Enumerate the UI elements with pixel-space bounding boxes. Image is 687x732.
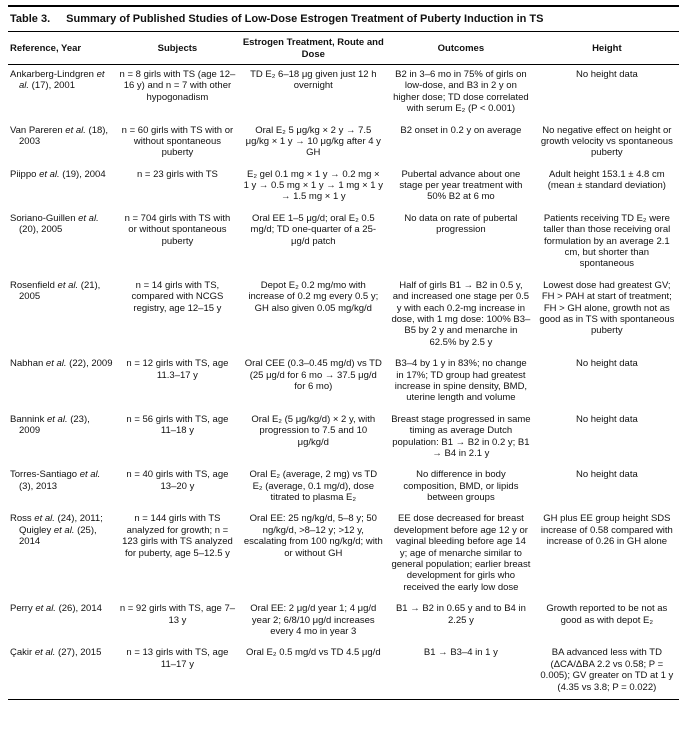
outcomes-cell: EE dose decreased for breast development… <box>391 513 531 593</box>
treatment-cell: Oral EE: 2 μg/d year 1; 4 μg/d year 2; 6… <box>250 603 377 637</box>
table-body: Ankarberg-Lindgren et al. (17), 2001 n =… <box>8 64 679 699</box>
treatment-cell: Oral CEE (0.3–0.45 mg/d) vs TD (25 μg/d … <box>244 358 382 392</box>
table-row: Ross et al. (24), 2011; Quigley et al. (… <box>8 509 679 599</box>
height-cell: No negative effect on height or growth v… <box>540 124 673 159</box>
reference-cell: Ankarberg-Lindgren et al. (17), 2001 <box>10 68 105 92</box>
reference-cell: Torres-Santiago et al. (3), 2013 <box>10 469 101 492</box>
column-header-outcomes: Outcomes <box>387 32 535 65</box>
treatment-cell: Oral EE 1–5 μg/d; oral E₂ 0.5 mg/d; TD o… <box>250 212 377 247</box>
outcomes-cell: Pubertal advance about one stage per yea… <box>399 168 523 203</box>
table-row: Nabhan et al. (22), 2009 n = 12 girls wi… <box>8 354 679 410</box>
outcomes-cell: B2 in 3–6 mo in 75% of girls on low-dose… <box>393 68 529 115</box>
subjects-cell: n = 13 girls with TS, age 11–17 y <box>126 647 229 670</box>
outcomes-cell: No difference in body composition, BMD, … <box>403 469 519 504</box>
outcomes-cell: Breast stage progressed in same timing a… <box>391 413 531 459</box>
subjects-cell: n = 144 girls with TS analyzed for growt… <box>122 513 233 559</box>
subjects-cell: n = 704 girls with TS with or without sp… <box>124 212 231 247</box>
treatment-cell: Depot E₂ 0.2 mg/mo with increase of 0.2 … <box>248 279 379 314</box>
height-cell: Growth reported to be not as good as wit… <box>546 603 668 626</box>
reference-cell: Van Pareren et al. (18), 2003 <box>10 124 109 147</box>
subjects-cell: n = 8 girls with TS (age 12–16 y) and n … <box>119 68 236 103</box>
subjects-cell: n = 56 girls with TS, age 11–18 y <box>126 413 229 437</box>
table-row: Perry et al. (26), 2014 n = 92 girls wit… <box>8 599 679 643</box>
subjects-cell: n = 12 girls with TS, age 11.3–17 y <box>126 358 229 381</box>
subjects-cell: n = 14 girls with TS, compared with NCGS… <box>131 279 224 314</box>
treatment-cell: E₂ gel 0.1 mg × 1 y → 0.2 mg × 1 y → 0.5… <box>243 168 383 203</box>
table-caption: Summary of Published Studies of Low-Dose… <box>66 13 544 25</box>
height-cell: GH plus EE group height SDS increase of … <box>540 513 673 548</box>
table-row: Van Pareren et al. (18), 2003 n = 60 gir… <box>8 121 679 165</box>
table-row: Piippo et al. (19), 2004 n = 23 girls wi… <box>8 165 679 209</box>
treatment-cell: TD E₂ 6–18 μg given just 12 h overnight <box>250 68 377 92</box>
reference-cell: Perry et al. (26), 2014 <box>10 603 102 615</box>
treatment-cell: Oral EE: 25 ng/kg/d, 5–8 y; 50 ng/kg/d, … <box>243 513 383 559</box>
reference-cell: Bannink et al. (23), 2009 <box>10 413 90 437</box>
column-header-estrogen-treatment: Estrogen Treatment, Route and Dose <box>239 32 388 65</box>
height-cell: No height data <box>575 68 638 80</box>
height-cell: No height data <box>575 469 638 481</box>
table-row: Ankarberg-Lindgren et al. (17), 2001 n =… <box>8 64 679 120</box>
outcomes-cell: B1 → B3–4 in 1 y <box>423 647 498 659</box>
reference-cell: Soriano-Guillen et al. (20), 2005 <box>10 212 99 236</box>
column-header-height: Height <box>534 32 679 65</box>
reference-cell: Rosenfield et al. (21), 2005 <box>10 279 101 303</box>
subjects-cell: n = 60 girls with TS with or without spo… <box>121 124 234 159</box>
height-cell: Adult height 153.1 ± 4.8 cm (mean ± stan… <box>547 168 666 192</box>
treatment-cell: Oral E₂ 0.5 mg/d vs TD 4.5 μg/d <box>245 647 381 659</box>
reference-cell: Ross et al. (24), 2011; Quigley et al. (… <box>10 513 103 548</box>
column-header-reference-year: Reference, Year <box>8 32 116 65</box>
height-cell: No height data <box>575 358 638 370</box>
height-cell: Lowest dose had greatest GV; FH > PAH at… <box>539 279 675 337</box>
table-number: Table 3. <box>10 13 51 25</box>
table-row: Soriano-Guillen et al. (20), 2005 n = 70… <box>8 209 679 276</box>
height-cell: Patients receiving TD E₂ were taller tha… <box>543 212 671 270</box>
table-row: Bannink et al. (23), 2009 n = 56 girls w… <box>8 410 679 466</box>
studies-table: Reference, Year Subjects Estrogen Treatm… <box>8 32 679 700</box>
subjects-cell: n = 40 girls with TS, age 13–20 y <box>126 469 229 492</box>
subjects-cell: n = 23 girls with TS <box>136 168 218 180</box>
table-row: Rosenfield et al. (21), 2005 n = 14 girl… <box>8 276 679 354</box>
column-header-subjects: Subjects <box>115 32 240 65</box>
outcomes-cell: B2 onset in 0.2 y on average <box>400 124 522 136</box>
treatment-cell: Oral E₂ (average, 2 mg) vs TD E₂ (averag… <box>249 469 378 504</box>
reference-cell: Piippo et al. (19), 2004 <box>10 168 106 180</box>
table-header: Reference, Year Subjects Estrogen Treatm… <box>8 32 679 65</box>
treatment-cell: Oral E₂ (5 μg/kg/d) × 2 y, with progress… <box>251 413 376 448</box>
outcomes-cell: B3–4 by 1 y in 83%; no change in 17%; TD… <box>394 358 528 404</box>
reference-cell: Çakir et al. (27), 2015 <box>10 647 102 659</box>
table-row: Çakir et al. (27), 2015 n = 13 girls wit… <box>8 643 679 699</box>
subjects-cell: n = 92 girls with TS, age 7–13 y <box>119 603 236 626</box>
treatment-cell: Oral E₂ 5 μg/kg × 2 y → 7.5 μg/kg × 1 y … <box>245 124 381 159</box>
table-row: Torres-Santiago et al. (3), 2013 n = 40 … <box>8 465 679 509</box>
outcomes-cell: Half of girls B1 → B2 in 0.5 y, and incr… <box>391 279 531 348</box>
table-title: Table 3. Summary of Published Studies of … <box>8 5 679 33</box>
reference-cell: Nabhan et al. (22), 2009 <box>10 358 113 370</box>
height-cell: No height data <box>575 413 638 425</box>
outcomes-cell: B1 → B2 in 0.65 y and to B4 in 2.25 y <box>395 603 526 626</box>
height-cell: BA advanced less with TD (ΔCA/ΔBA 2.2 vs… <box>540 647 674 693</box>
table-sheet: Table 3. Summary of Published Studies of … <box>8 5 679 700</box>
outcomes-cell: No data on rate of pubertal progression <box>404 212 518 236</box>
header-row: Reference, Year Subjects Estrogen Treatm… <box>8 32 679 65</box>
